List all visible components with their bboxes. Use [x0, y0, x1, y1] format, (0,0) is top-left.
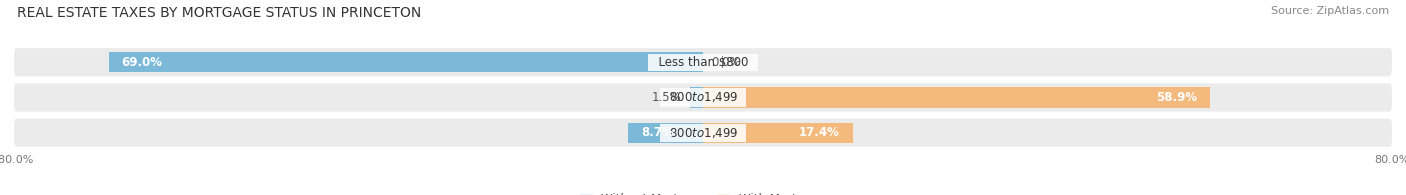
Text: Less than $800: Less than $800 [651, 56, 755, 69]
Text: 0.0%: 0.0% [711, 56, 741, 69]
Text: 58.9%: 58.9% [1156, 91, 1198, 104]
Text: REAL ESTATE TAXES BY MORTGAGE STATUS IN PRINCETON: REAL ESTATE TAXES BY MORTGAGE STATUS IN … [17, 6, 422, 20]
Text: $800 to $1,499: $800 to $1,499 [662, 126, 744, 140]
Text: 8.7%: 8.7% [641, 126, 673, 139]
Text: Source: ZipAtlas.com: Source: ZipAtlas.com [1271, 6, 1389, 16]
Text: 17.4%: 17.4% [799, 126, 839, 139]
Legend: Without Mortgage, With Mortgage: Without Mortgage, With Mortgage [581, 193, 825, 195]
Bar [108, 52, 703, 73]
FancyBboxPatch shape [14, 83, 1392, 112]
Text: 1.5%: 1.5% [652, 91, 682, 104]
Bar [703, 87, 1211, 108]
Bar [703, 122, 853, 143]
Bar [628, 122, 703, 143]
FancyBboxPatch shape [14, 48, 1392, 76]
Bar [690, 87, 703, 108]
FancyBboxPatch shape [14, 119, 1392, 147]
Text: 69.0%: 69.0% [122, 56, 163, 69]
Text: $800 to $1,499: $800 to $1,499 [662, 90, 744, 105]
